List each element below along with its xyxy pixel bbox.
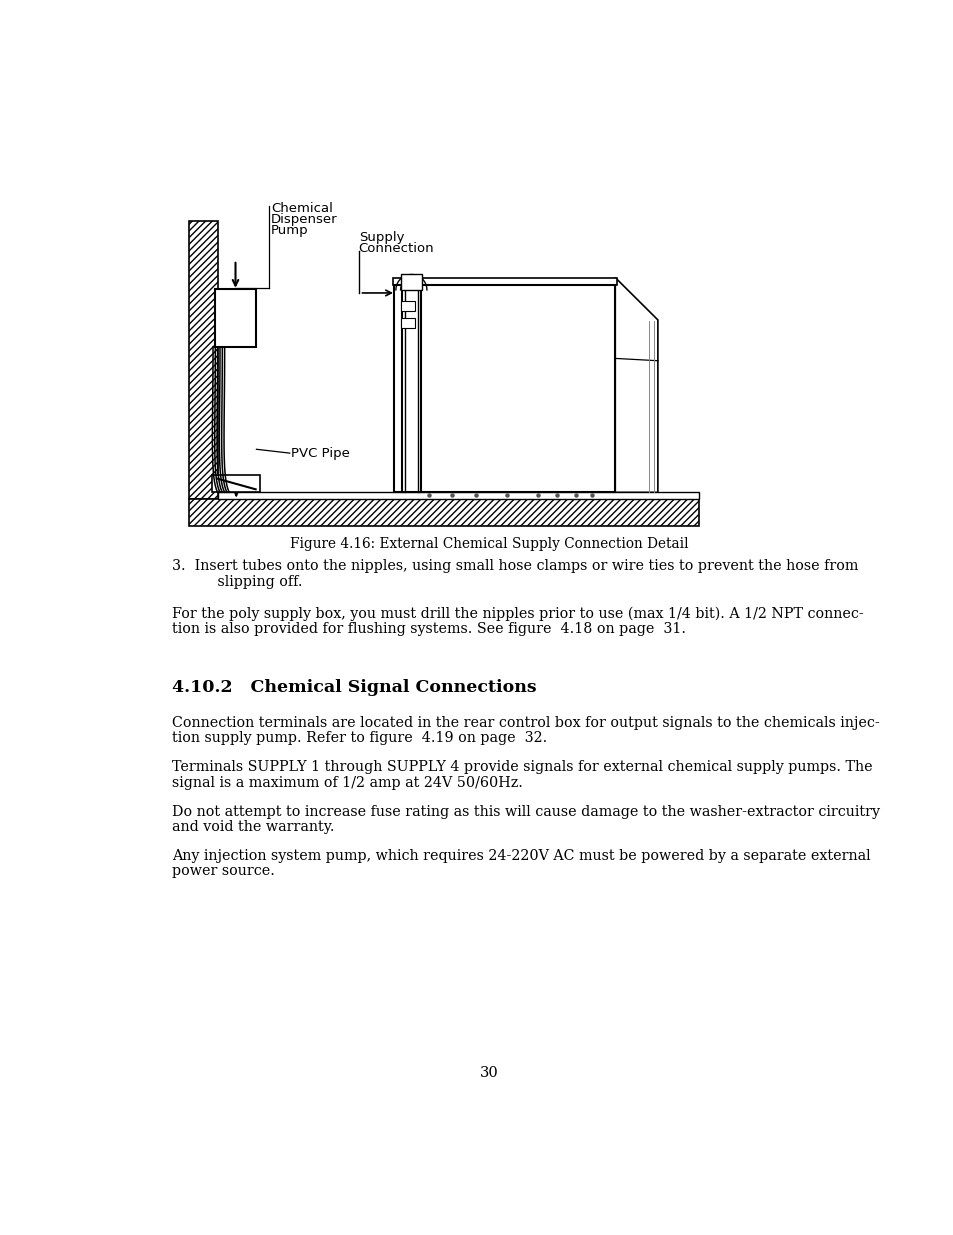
- Bar: [400, 274, 422, 290]
- Text: Supply: Supply: [358, 231, 404, 245]
- Bar: [394, 285, 615, 493]
- Bar: [400, 317, 415, 329]
- Text: PVC Pipe: PVC Pipe: [291, 447, 350, 459]
- Text: Any injection system pump, which requires 24-220V AC must be powered by a separa: Any injection system pump, which require…: [172, 848, 870, 863]
- Text: Dispenser: Dispenser: [271, 212, 337, 226]
- Bar: [189, 499, 699, 526]
- Text: For the poly supply box, you must drill the nipples prior to use (max 1/4 bit). : For the poly supply box, you must drill …: [172, 606, 862, 621]
- Text: 3.  Insert tubes onto the nipples, using small hose clamps or wire ties to preve: 3. Insert tubes onto the nipples, using …: [172, 559, 858, 573]
- Bar: [218, 493, 699, 499]
- Text: Connection: Connection: [358, 242, 434, 256]
- Text: 4.10.2   Chemical Signal Connections: 4.10.2 Chemical Signal Connections: [172, 679, 536, 697]
- Bar: [215, 289, 255, 347]
- Bar: [393, 278, 617, 285]
- Text: power source.: power source.: [172, 864, 274, 878]
- Text: Connection terminals are located in the rear control box for output signals to t: Connection terminals are located in the …: [172, 716, 879, 730]
- Text: Do not attempt to increase fuse rating as this will cause damage to the washer-e: Do not attempt to increase fuse rating a…: [172, 805, 879, 819]
- Polygon shape: [615, 278, 658, 493]
- Text: Chemical: Chemical: [271, 203, 333, 215]
- Text: and void the warranty.: and void the warranty.: [172, 820, 335, 835]
- Bar: [212, 475, 260, 493]
- Text: signal is a maximum of 1/2 amp at 24V 50/60Hz.: signal is a maximum of 1/2 amp at 24V 50…: [172, 776, 522, 789]
- Bar: [400, 300, 415, 311]
- Text: Pump: Pump: [271, 224, 309, 237]
- Text: 30: 30: [479, 1066, 497, 1081]
- Text: Terminals SUPPLY 1 through SUPPLY 4 provide signals for external chemical supply: Terminals SUPPLY 1 through SUPPLY 4 prov…: [172, 761, 872, 774]
- Text: slipping off.: slipping off.: [195, 574, 302, 589]
- Text: Figure 4.16: External Chemical Supply Connection Detail: Figure 4.16: External Chemical Supply Co…: [290, 537, 687, 551]
- Text: tion supply pump. Refer to figure  4.19 on page  32.: tion supply pump. Refer to figure 4.19 o…: [172, 731, 547, 745]
- Bar: [189, 221, 218, 499]
- Text: tion is also provided for flushing systems. See figure  4.18 on page  31.: tion is also provided for flushing syste…: [172, 621, 685, 636]
